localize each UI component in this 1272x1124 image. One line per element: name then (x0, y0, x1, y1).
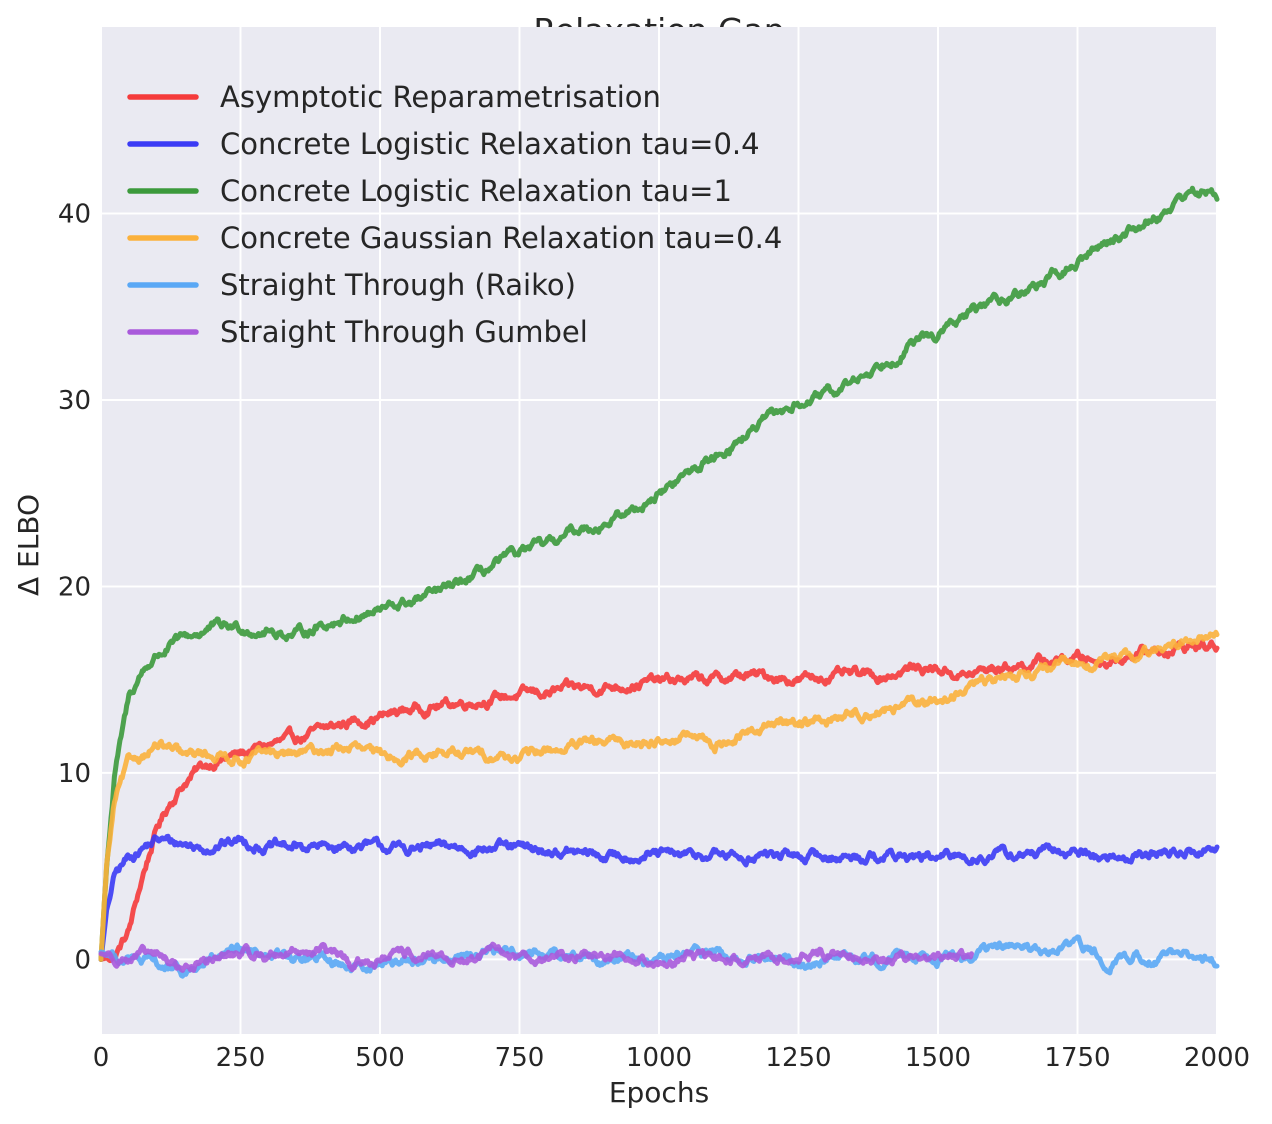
y-axis-ticks: 0 10 20 30 40 (58, 199, 91, 975)
y-tick-label: 40 (58, 199, 91, 229)
legend-entry: Concrete Logistic Relaxation tau=1 (220, 174, 732, 208)
y-tick-label: 0 (74, 945, 91, 975)
x-tick-label: 1250 (765, 1043, 831, 1073)
series-line (98, 629, 1220, 962)
legend: Asymptotic Reparametrisation Concrete Log… (127, 80, 782, 349)
x-tick-label: 0 (93, 1043, 110, 1073)
series-line (98, 185, 1220, 962)
legend-entry: Asymptotic Reparametrisation (220, 80, 661, 114)
x-tick-label: 1750 (1044, 1043, 1110, 1073)
series-line (98, 639, 1220, 964)
legend-entry: Concrete Gaussian Relaxation tau=0.4 (220, 221, 782, 255)
x-axis-ticks: 0 250 500 750 1000 1250 1500 1750 2000 (93, 1043, 1250, 1073)
x-axis-label: Epochs (609, 1076, 709, 1109)
y-tick-label: 30 (58, 386, 91, 416)
x-tick-label: 500 (355, 1043, 405, 1073)
x-tick-label: 1500 (905, 1043, 971, 1073)
series-line (98, 833, 1220, 962)
x-tick-label: 250 (216, 1043, 266, 1073)
y-tick-label: 10 (58, 759, 91, 789)
x-tick-label: 2000 (1184, 1043, 1250, 1073)
series-layer (98, 185, 1220, 979)
y-tick-label: 20 (58, 572, 91, 602)
series-line (98, 941, 974, 973)
legend-entry: Concrete Logistic Relaxation tau=0.4 (220, 127, 760, 161)
legend-entry: Straight Through Gumbel (220, 315, 588, 349)
grid (100, 27, 1218, 1034)
legend-entry: Straight Through (Raiko) (220, 268, 576, 302)
y-axis-label: Δ ELBO (12, 494, 45, 596)
x-tick-label: 750 (495, 1043, 545, 1073)
x-tick-label: 1000 (626, 1043, 692, 1073)
